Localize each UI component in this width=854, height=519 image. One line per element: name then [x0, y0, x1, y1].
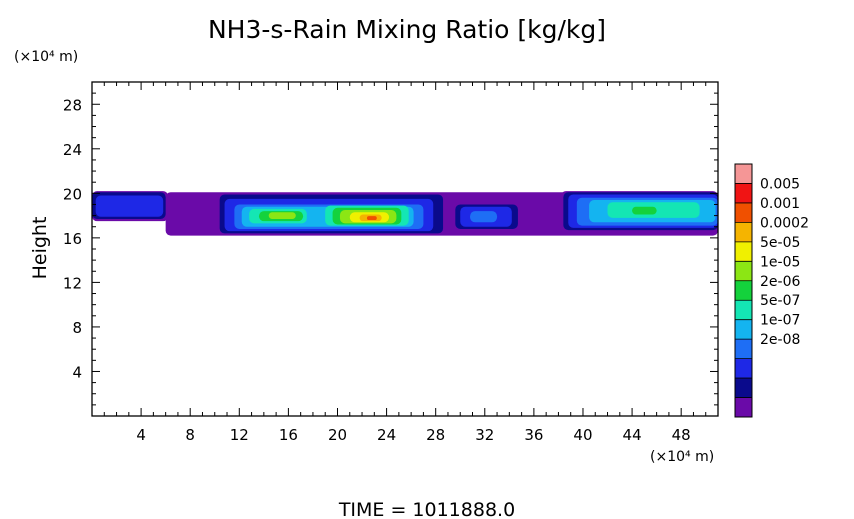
y-tick-label: 16	[63, 230, 82, 248]
axis-ticks	[92, 82, 718, 416]
y-tick-labels: 4 8 12 16 20 24 28	[63, 96, 82, 381]
contour-fill	[92, 191, 718, 236]
colorbar-swatch	[735, 280, 752, 301]
x-tick-label: 16	[279, 426, 298, 444]
contour-blob-level-6-2	[632, 206, 657, 215]
colorbar-swatch	[735, 319, 752, 340]
contour-blob-level-2-0	[95, 195, 164, 217]
colorbar-label: 5e-07	[760, 293, 800, 309]
x-tick-label: 36	[524, 426, 543, 444]
y-tick-label: 28	[63, 96, 82, 114]
y-tick-label: 24	[63, 141, 82, 159]
time-footer: TIME = 1011888.0	[338, 499, 515, 519]
x-tick-label: 48	[672, 426, 691, 444]
y-tick-label: 12	[63, 274, 82, 292]
colorbar-label: 5e-05	[760, 235, 800, 251]
colorbar-label: 0.005	[760, 176, 800, 192]
colorbar-label: 2e-08	[760, 332, 800, 348]
contour-blob-level-7-0	[268, 212, 296, 219]
x-tick-label: 24	[377, 426, 396, 444]
x-tick-label: 12	[230, 426, 249, 444]
colorbar-swatch	[735, 378, 752, 398]
colorbar-swatch	[735, 358, 752, 379]
colorbar-swatch	[735, 183, 752, 203]
x-tick-label: 20	[328, 426, 347, 444]
x-tick-label: 8	[185, 426, 195, 444]
colorbar-swatch	[735, 261, 752, 281]
contour-blob-level-3-1	[470, 211, 498, 223]
x-tick-label: 40	[573, 426, 592, 444]
y-tick-label: 4	[72, 363, 82, 381]
y-axis-label: Height	[29, 217, 51, 280]
colorbar-label: 0.0002	[760, 215, 809, 231]
x-tick-label: 32	[475, 426, 494, 444]
colorbar-swatch	[735, 202, 752, 223]
colorbar-frame	[734, 163, 753, 418]
colorbar-label: 1e-07	[760, 313, 800, 329]
x-tick-label: 44	[623, 426, 642, 444]
y-tick-label: 20	[63, 185, 82, 203]
colorbar-swatch	[735, 222, 752, 242]
plot-frame	[91, 81, 719, 417]
colorbar-label: 0.001	[760, 196, 800, 212]
colorbar-swatch	[735, 241, 752, 262]
colorbar-swatch	[735, 300, 752, 320]
chart-title: NH3-s-Rain Mixing Ratio [kg/kg]	[208, 15, 606, 44]
colorbar: 0.005 0.001 0.0002 5e-05 1e-05 2e-06 5e-07 1e-0…	[734, 163, 809, 418]
x-tick-label: 28	[426, 426, 445, 444]
x-axis-unit: (×10⁴ m)	[650, 449, 714, 465]
x-tick-label: 4	[136, 426, 146, 444]
colorbar-swatch	[735, 164, 752, 184]
colorbar-label: 2e-06	[760, 274, 800, 290]
y-tick-label: 8	[72, 319, 82, 337]
contour-blob-level-10-0	[366, 216, 377, 221]
colorbar-swatch	[735, 397, 752, 417]
contour-blob-level-0-3	[536, 206, 549, 216]
y-axis-unit: (×10⁴ m)	[14, 49, 78, 65]
colorbar-swatch	[735, 339, 752, 359]
x-tick-labels: 4 8 12 16 20 24 28 32 36 40 44 48	[136, 426, 690, 444]
colorbar-label: 1e-05	[760, 254, 800, 270]
